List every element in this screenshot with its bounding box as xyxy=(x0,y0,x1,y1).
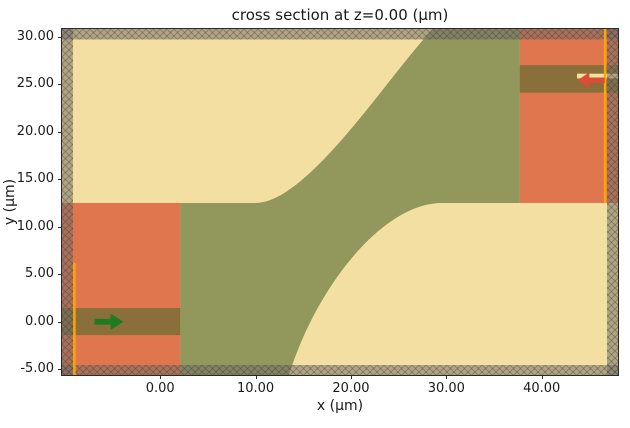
port-arrow xyxy=(577,72,605,89)
y-tick-mark xyxy=(58,274,62,276)
pml-left xyxy=(62,29,73,375)
pml-top xyxy=(62,29,618,40)
y-tick-label: 10.00 xyxy=(16,218,54,234)
y-tick-label: 25.00 xyxy=(16,76,54,92)
x-tick-label: 10.00 xyxy=(236,381,275,396)
x-tick-label: 30.00 xyxy=(427,381,465,396)
x-tick-label: 0.00 xyxy=(145,381,175,396)
y-tick-mark xyxy=(58,84,62,86)
y-tick-label: -5.00 xyxy=(20,361,54,377)
plot-title: cross section at z=0.00 (µm) xyxy=(231,6,449,24)
y-tick-mark xyxy=(58,321,62,323)
y-tick-label: 30.00 xyxy=(16,28,54,44)
y-tick-mark xyxy=(58,226,62,228)
y-tick-label: 15.00 xyxy=(16,171,54,187)
y-tick-mark xyxy=(58,36,62,38)
slab-left xyxy=(62,202,181,375)
waveguide-output-gap xyxy=(576,73,618,79)
x-tick-label: 20.00 xyxy=(332,381,370,396)
x-tick-mark xyxy=(541,375,543,379)
slab-right xyxy=(519,29,618,203)
y-tick-mark xyxy=(58,131,62,133)
x-tick-label: 40.00 xyxy=(523,381,561,396)
y-tick-label: 0.00 xyxy=(25,313,54,329)
y-tick-label: 20.00 xyxy=(16,123,54,139)
x-axis-label: x (µm) xyxy=(316,398,364,414)
y-tick-label: 5.00 xyxy=(25,266,54,282)
source-arrow xyxy=(94,313,124,330)
x-tick-mark xyxy=(446,375,448,379)
y-tick-mark xyxy=(58,369,62,371)
pml-right xyxy=(607,29,618,375)
x-tick-mark xyxy=(255,375,257,379)
sbend-body xyxy=(180,29,520,375)
pml-bottom xyxy=(62,365,618,375)
x-tick-mark xyxy=(350,375,352,379)
cross-section-canvas xyxy=(62,29,618,375)
x-tick-mark xyxy=(160,375,162,379)
plot-axes xyxy=(61,28,619,376)
y-tick-mark xyxy=(58,179,62,181)
